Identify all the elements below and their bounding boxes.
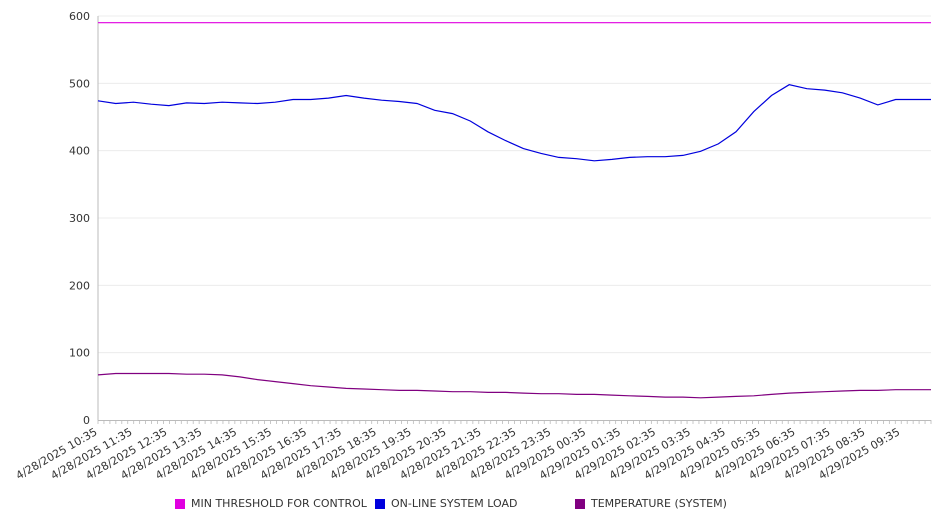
grid-lines: [98, 15, 931, 354]
legend: MIN THRESHOLD FOR CONTROL ON-LINE SYSTEM…: [0, 497, 946, 517]
y-tick-label: 300: [69, 212, 90, 225]
legend-item-system-load: ON-LINE SYSTEM LOAD: [375, 497, 517, 510]
legend-swatch-min-threshold: [175, 498, 185, 509]
y-tick-label: 600: [69, 10, 90, 23]
x-axis-ticks: 4/28/2025 10:354/28/2025 11:354/28/2025 …: [14, 425, 903, 482]
legend-swatch-temperature: [575, 498, 585, 509]
y-axis-ticks: 0 100 200 300 400 500 600: [69, 10, 90, 427]
series-line-1: [97, 84, 931, 162]
y-tick-label: 500: [69, 77, 90, 90]
y-tick-label: 200: [69, 279, 90, 292]
y-tick-label: 100: [69, 347, 90, 360]
axes: [97, 16, 932, 424]
legend-item-temperature: TEMPERATURE (SYSTEM): [575, 497, 727, 510]
legend-label-temperature: TEMPERATURE (SYSTEM): [591, 497, 727, 510]
series-lines: [97, 22, 931, 399]
series-line-2: [97, 372, 931, 399]
legend-label-min-threshold: MIN THRESHOLD FOR CONTROL: [191, 497, 367, 510]
legend-label-system-load: ON-LINE SYSTEM LOAD: [391, 497, 518, 510]
legend-item-min-threshold: MIN THRESHOLD FOR CONTROL: [175, 497, 367, 510]
y-tick-label: 400: [69, 145, 90, 158]
legend-swatch-system-load: [375, 498, 385, 509]
y-tick-label: 0: [83, 414, 90, 427]
